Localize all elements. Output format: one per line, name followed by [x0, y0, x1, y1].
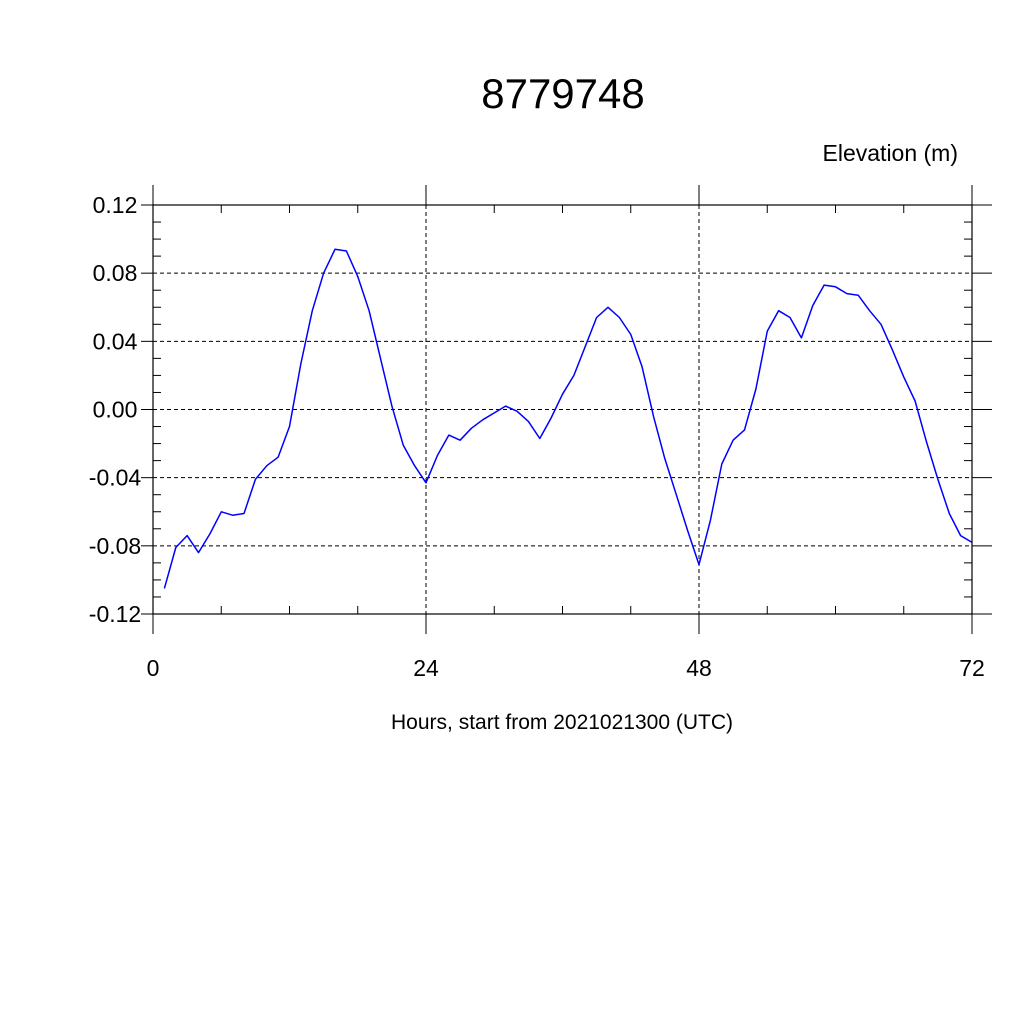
y-tick-label: -0.08 [89, 533, 141, 559]
grid-lines [153, 205, 972, 614]
y-tick-label: 0.04 [93, 328, 138, 354]
y-tick-label: 0.08 [93, 260, 138, 286]
y-tick-label: 0.12 [93, 192, 138, 218]
chart-title: 8779748 [481, 70, 645, 117]
y-tick-label: 0.00 [93, 397, 138, 423]
x-tick-label: 24 [413, 655, 439, 681]
x-tick-label: 48 [686, 655, 712, 681]
y-tick-labels: 0.12 0.08 0.04 0.00 -0.04 -0.08 -0.12 [89, 192, 142, 627]
series-line [163, 248, 973, 589]
x-tick-labels: 0 24 48 72 [147, 655, 985, 681]
x-tick-label: 72 [959, 655, 985, 681]
minor-ticks [153, 205, 972, 614]
x-tick-label: 0 [147, 655, 160, 681]
y-tick-label: -0.12 [89, 601, 141, 627]
major-ticks [141, 185, 992, 634]
x-axis-label: Hours, start from 2021021300 (UTC) [391, 711, 733, 734]
y-tick-label: -0.04 [89, 465, 142, 491]
plot-frame [152, 204, 973, 615]
y-axis-label: Elevation (m) [823, 140, 958, 166]
series-layer [163, 248, 973, 589]
